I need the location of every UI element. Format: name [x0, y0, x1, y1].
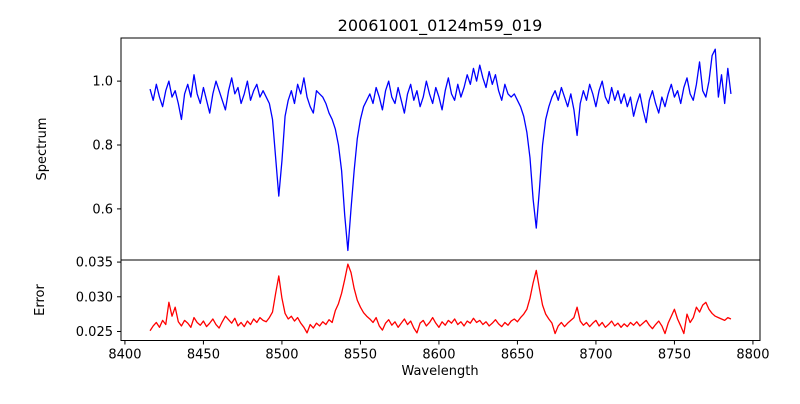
error-x-tick-label: 8700: [579, 348, 612, 363]
error-x-tick-label: 8550: [344, 348, 377, 363]
error-tick-group: 0.025 0.030 0.035 8400 8450 8500 8550 8600 8650 8…: [76, 256, 770, 363]
error-x-tick-label: 8750: [658, 348, 691, 363]
error-y-tick-label: 0.030: [76, 290, 113, 305]
spectrum-y-axis-label: Spectrum: [35, 118, 50, 181]
error-subplot: 0.025 0.030 0.035 8400 8450 8500 8550 8600 8650 8…: [33, 256, 769, 379]
error-y-axis-label: Error: [33, 284, 48, 316]
error-x-tick-label: 8400: [108, 348, 141, 363]
error-axes-frame: [120, 259, 761, 341]
error-line: [149, 263, 732, 335]
figure-title: 20061001_0124m59_019: [338, 16, 543, 36]
spectrum-tick-group: 0.6 0.8 1.0: [92, 75, 121, 217]
error-x-tick-label: 8600: [422, 348, 455, 363]
spectrum-subplot: 0.6 0.8 1.0 Spectrum: [35, 37, 761, 261]
spectrum-y-tick-label: 0.8: [92, 139, 113, 154]
error-x-tick-label: 8450: [187, 348, 220, 363]
error-y-tick-label: 0.025: [76, 325, 113, 340]
x-axis-label: Wavelength: [401, 364, 478, 379]
spectrum-axes-frame: [120, 37, 761, 261]
spectrum-y-tick-label: 0.6: [92, 202, 113, 217]
error-x-tick-label: 8650: [501, 348, 534, 363]
error-x-tick-label: 8800: [736, 348, 769, 363]
spectrum-series-group: [149, 48, 732, 252]
spectrum-line: [149, 48, 732, 252]
error-y-tick-label: 0.035: [76, 256, 113, 271]
error-series-group: [149, 263, 732, 335]
spectrum-y-tick-label: 1.0: [92, 75, 113, 90]
error-x-tick-label: 8500: [265, 348, 298, 363]
